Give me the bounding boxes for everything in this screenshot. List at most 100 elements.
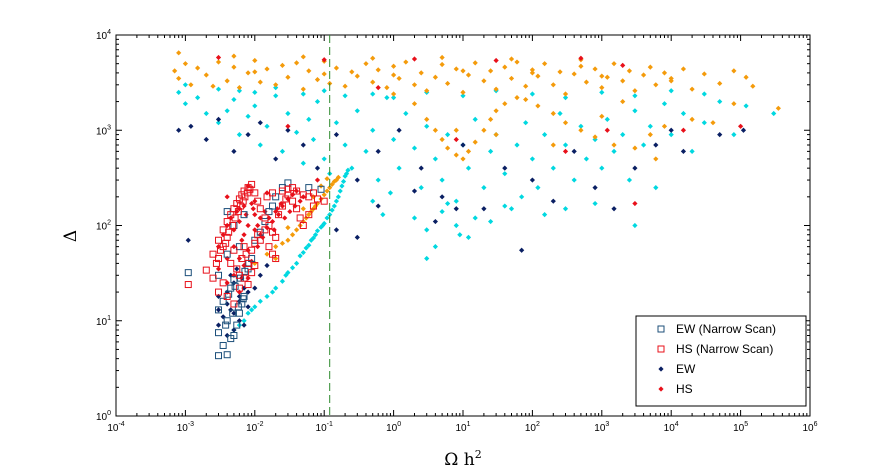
- data-point: [775, 105, 781, 111]
- data-point: [653, 184, 659, 191]
- data-point: [215, 255, 223, 263]
- data-point: [508, 206, 515, 212]
- data-point: [306, 116, 312, 122]
- data-point: [396, 127, 402, 133]
- data-point: [542, 61, 548, 67]
- data-point: [632, 165, 638, 171]
- x-tick-label: 105: [733, 421, 748, 434]
- data-point: [411, 101, 418, 107]
- data-point: [335, 174, 341, 180]
- data-point: [571, 71, 577, 77]
- data-point: [195, 65, 201, 71]
- data-point: [285, 110, 291, 117]
- data-point: [257, 215, 263, 221]
- data-point: [215, 86, 222, 92]
- data-point: [375, 177, 381, 183]
- data-point: [227, 259, 235, 267]
- data-point: [251, 189, 259, 197]
- y-tick-label: 103: [96, 124, 111, 137]
- data-point: [578, 63, 584, 69]
- data-point: [219, 297, 227, 305]
- data-point: [523, 120, 529, 126]
- data-point: [632, 88, 638, 94]
- data-point: [396, 165, 402, 171]
- data-point: [370, 55, 376, 61]
- data-point: [242, 250, 250, 258]
- data-point: [321, 57, 327, 63]
- data-point: [432, 156, 438, 162]
- data-point: [488, 116, 494, 122]
- data-point: [327, 184, 333, 191]
- data-point: [562, 91, 569, 97]
- legend-item: EW (Narrow Scan): [657, 322, 776, 336]
- data-point: [578, 127, 584, 133]
- data-point: [223, 250, 231, 258]
- data-point: [230, 332, 238, 340]
- data-point: [215, 329, 223, 337]
- legend-label: EW: [676, 362, 696, 376]
- y-tick-exponent: 1: [107, 315, 111, 322]
- data-point: [264, 66, 270, 72]
- data-point: [241, 322, 247, 328]
- data-point: [269, 289, 276, 295]
- data-point: [257, 79, 263, 85]
- data-point: [273, 244, 279, 250]
- data-point: [342, 83, 348, 89]
- data-point: [212, 259, 220, 267]
- data-point: [710, 120, 716, 126]
- data-point: [176, 89, 182, 95]
- data-point: [529, 91, 535, 97]
- data-point: [453, 127, 459, 133]
- data-point: [240, 243, 248, 251]
- data-point: [248, 269, 256, 277]
- data-point: [300, 249, 306, 256]
- data-point: [313, 195, 321, 203]
- y-tick-base: 10: [96, 126, 108, 137]
- data-point: [309, 189, 317, 197]
- data-point: [439, 136, 445, 143]
- data-point: [583, 79, 590, 85]
- data-point: [391, 95, 397, 101]
- data-point: [424, 116, 430, 122]
- data-point: [252, 304, 258, 310]
- data-point: [327, 212, 333, 218]
- x-tick-base: 10: [316, 423, 328, 434]
- data-point: [562, 142, 569, 148]
- data-point: [411, 188, 418, 194]
- data-point: [333, 177, 340, 183]
- data-point: [424, 255, 430, 262]
- x-tick-label: 103: [594, 421, 609, 434]
- data-point: [321, 192, 327, 198]
- data-point: [465, 165, 472, 171]
- data-point: [460, 68, 466, 74]
- data-point: [273, 82, 279, 88]
- data-point: [604, 127, 610, 133]
- data-point: [272, 255, 280, 263]
- data-point: [384, 95, 390, 101]
- x-tick-exponent: -3: [188, 421, 194, 428]
- data-point: [219, 341, 227, 349]
- data-point: [182, 82, 188, 88]
- x-tick-base: 10: [664, 423, 676, 434]
- data-point: [370, 91, 376, 97]
- data-point: [229, 222, 237, 229]
- data-point: [391, 72, 397, 78]
- data-point: [349, 69, 355, 75]
- data-point: [236, 255, 243, 262]
- data-point: [264, 293, 270, 300]
- data-point: [493, 57, 499, 64]
- y-tick-label: 104: [96, 29, 111, 42]
- x-tick-label: 106: [802, 421, 817, 434]
- data-point: [257, 272, 263, 278]
- data-point: [391, 91, 397, 97]
- data-point: [184, 269, 192, 277]
- data-point: [523, 83, 529, 89]
- data-point: [244, 281, 252, 289]
- data-point: [310, 136, 317, 143]
- x-tick-labels: 10-4 10-3 10-2 10-1 100 101 102 103 104 105 106: [107, 421, 817, 434]
- data-point: [701, 120, 707, 126]
- x-axis-title-exponent: 2: [475, 448, 482, 461]
- data-point: [349, 165, 355, 171]
- data-point: [717, 98, 723, 105]
- data-point: [231, 148, 237, 154]
